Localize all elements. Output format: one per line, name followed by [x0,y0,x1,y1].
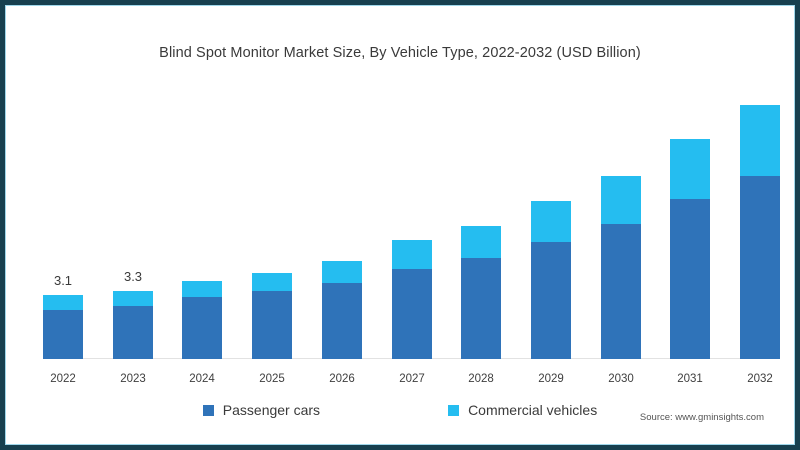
bar-stack-2032[interactable] [740,104,780,359]
legend-label: Passenger cars [222,402,321,418]
bar-group-2031[interactable] [670,82,710,359]
bar-segment-passenger-cars-2028[interactable] [461,258,501,359]
bar-segment-commercial-vehicles-2025[interactable] [252,272,292,292]
bar-segment-passenger-cars-2027[interactable] [392,268,432,359]
bar-segment-commercial-vehicles-2023[interactable] [113,291,153,306]
bar-segment-commercial-vehicles-2022[interactable] [43,295,83,310]
x-tick-2027: 2027 [399,373,425,385]
bar-group-2029[interactable] [531,82,571,359]
bar-segment-commercial-vehicles-2031[interactable] [670,139,710,199]
bar-segment-passenger-cars-2022[interactable] [43,309,83,359]
bar-group-2027[interactable] [392,82,432,359]
x-tick-2023: 2023 [120,373,146,385]
bar-stack-2029[interactable] [531,201,571,359]
plot-area: 3.1 3.3 [43,82,780,359]
x-tick-2024: 2024 [189,373,215,385]
legend-swatch-passenger-cars [202,404,214,416]
x-tick-2030: 2030 [608,373,634,385]
bar-group-2032[interactable] [740,82,780,359]
bar-group-2028[interactable] [461,82,501,359]
bar-stack-2023[interactable] [113,291,153,359]
x-tick-2026: 2026 [329,373,355,385]
bar-stack-2024[interactable] [182,281,222,359]
chart-legend: Passenger cars Commercial vehicles [12,402,788,418]
bar-segment-commercial-vehicles-2030[interactable] [601,176,641,224]
bar-segment-passenger-cars-2026[interactable] [322,283,362,359]
bar-segment-passenger-cars-2030[interactable] [601,223,641,359]
x-tick-2029: 2029 [538,373,564,385]
bar-segment-commercial-vehicles-2029[interactable] [531,201,571,243]
bar-segment-commercial-vehicles-2027[interactable] [392,240,432,269]
bar-stack-2028[interactable] [461,225,501,359]
x-tick-2028: 2028 [468,373,494,385]
bar-segment-passenger-cars-2023[interactable] [113,305,153,359]
bar-segment-passenger-cars-2032[interactable] [740,176,780,359]
bar-group-2024[interactable] [182,82,222,359]
bar-stack-2025[interactable] [252,272,292,359]
legend-item-commercial-vehicles[interactable]: Commercial vehicles [448,402,597,418]
chart-canvas: Blind Spot Monitor Market Size, By Vehic… [12,12,788,438]
bar-group-2026[interactable] [322,82,362,359]
bar-stack-2022[interactable] [43,295,83,359]
bar-segment-commercial-vehicles-2028[interactable] [461,225,501,259]
x-tick-2031: 2031 [677,373,703,385]
legend-item-passenger-cars[interactable]: Passenger cars [202,402,321,418]
bar-segment-passenger-cars-2029[interactable] [531,242,571,359]
bar-stack-2027[interactable] [392,240,432,359]
x-tick-2025: 2025 [259,373,285,385]
bar-segment-commercial-vehicles-2026[interactable] [322,260,362,284]
bar-stack-2031[interactable] [670,139,710,359]
bar-segment-commercial-vehicles-2032[interactable] [740,104,780,177]
bar-segment-passenger-cars-2024[interactable] [182,297,222,359]
bar-value-label-2023: 3.3 [123,269,143,285]
bar-segment-passenger-cars-2031[interactable] [670,198,710,359]
source-attribution: Source: www.gminsights.com [639,412,764,423]
bar-group-2022[interactable]: 3.1 [43,82,83,359]
bar-segment-passenger-cars-2025[interactable] [252,291,292,359]
legend-label: Commercial vehicles [468,402,598,418]
x-tick-2032: 2032 [747,373,773,385]
bar-value-label-2022: 3.1 [53,273,73,289]
page-title: Blind Spot Monitor Market Size, By Vehic… [159,45,641,61]
legend-swatch-commercial-vehicles [448,404,460,416]
bar-group-2030[interactable] [601,82,641,359]
bar-group-2023[interactable]: 3.3 [113,82,153,359]
bar-segment-commercial-vehicles-2024[interactable] [182,281,222,298]
bar-stack-2026[interactable] [322,260,362,359]
x-tick-2022: 2022 [50,373,76,385]
bar-stack-2030[interactable] [601,176,641,359]
bar-group-2025[interactable] [252,82,292,359]
x-axis-tick-labels: 2022 2023 2024 2025 2026 2027 2028 2029 2030 2031… [43,367,780,389]
